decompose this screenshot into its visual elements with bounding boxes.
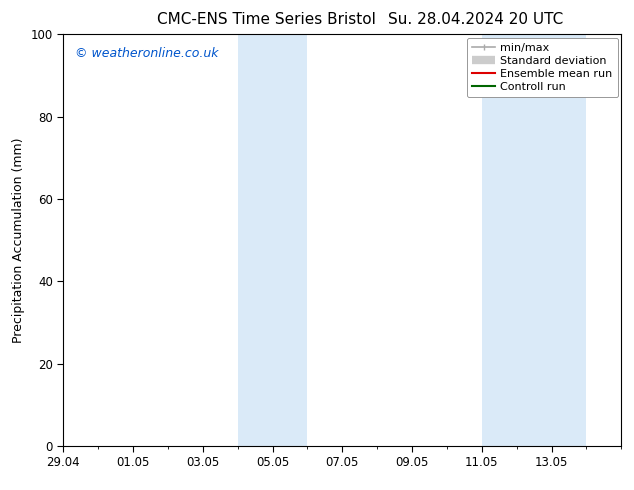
Bar (482, 34, 586, 446)
Legend: min/max, Standard deviation, Ensemble mean run, Controll run: min/max, Standard deviation, Ensemble me… (467, 38, 618, 97)
Bar (238, 34, 307, 446)
Text: CMC-ENS Time Series Bristol: CMC-ENS Time Series Bristol (157, 12, 376, 27)
Text: © weatheronline.co.uk: © weatheronline.co.uk (75, 47, 218, 60)
Text: Su. 28.04.2024 20 UTC: Su. 28.04.2024 20 UTC (388, 12, 563, 27)
Y-axis label: Precipitation Accumulation (mm): Precipitation Accumulation (mm) (12, 137, 25, 343)
